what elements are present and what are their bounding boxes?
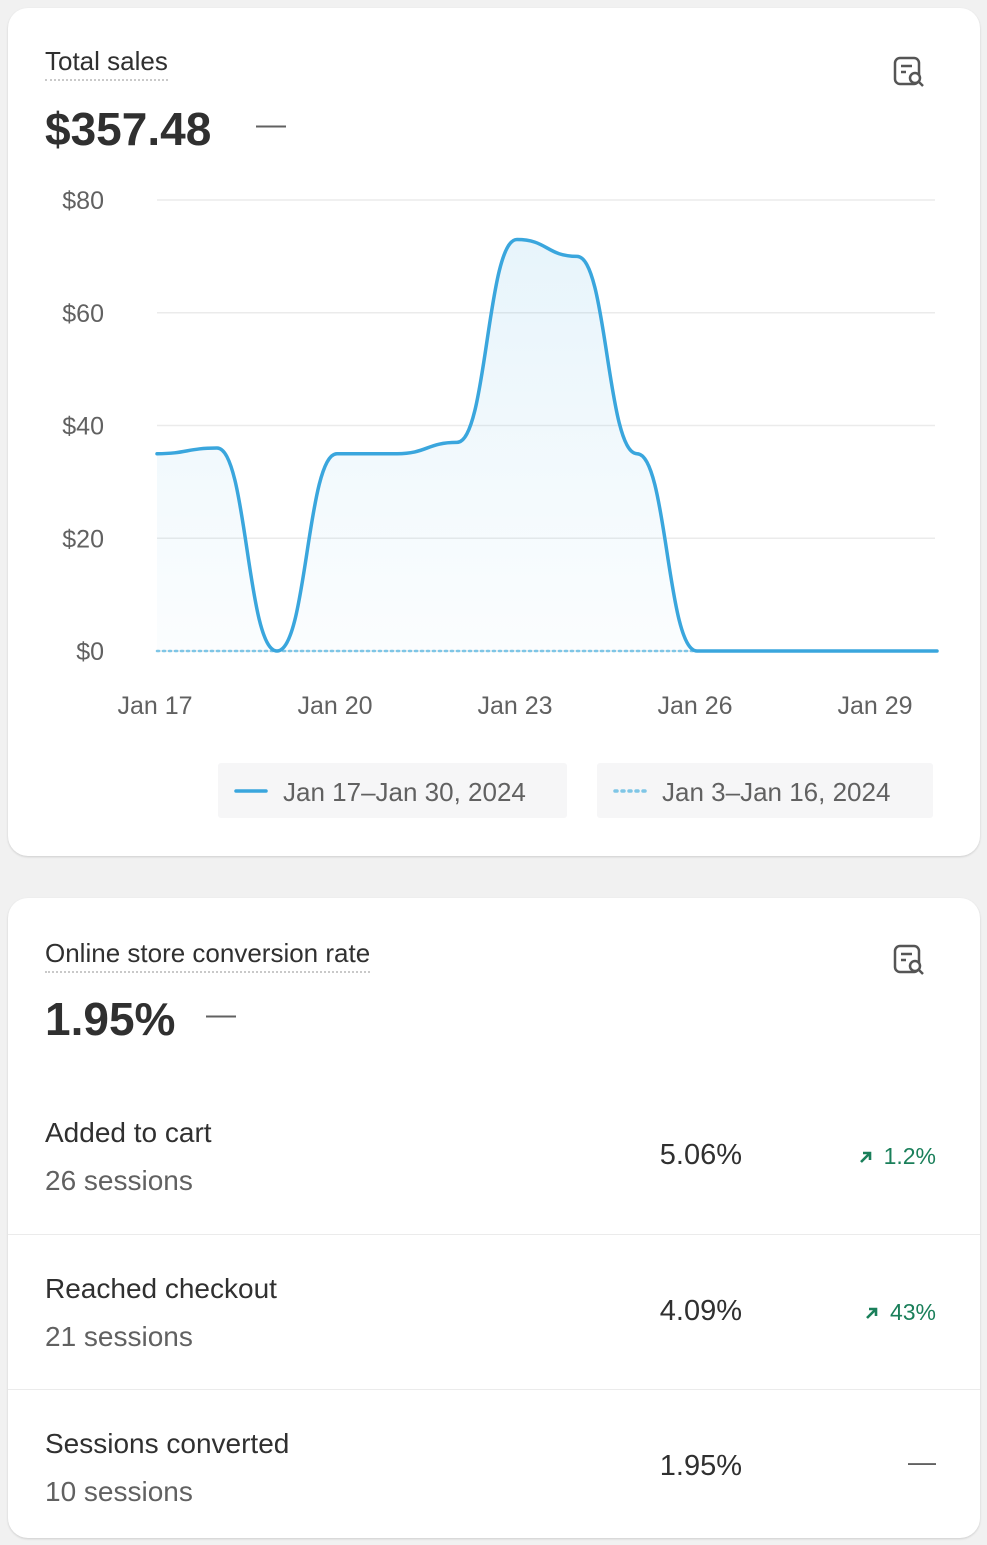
- row-rate: 4.09%: [659, 1295, 742, 1327]
- explore-icon[interactable]: [892, 54, 928, 90]
- total-value: $357.48: [45, 103, 212, 155]
- up-arrow: [859, 1151, 871, 1163]
- y-tick-label: $60: [62, 300, 104, 328]
- row-label: Sessions converted: [45, 1428, 290, 1459]
- row-change: 1.2%: [859, 1143, 936, 1170]
- legend-label: Jan 17–Jan 30, 2024: [283, 777, 526, 807]
- row-sessions: 10 sessions: [45, 1476, 193, 1507]
- x-tick-label: Jan 26: [657, 692, 732, 720]
- x-tick-label: Jan 23: [477, 692, 552, 720]
- area: [157, 239, 937, 651]
- row-label: Reached checkout: [45, 1273, 277, 1304]
- card-title[interactable]: Total sales: [45, 46, 168, 81]
- legend-label: Jan 3–Jan 16, 2024: [662, 777, 890, 807]
- conversion-card: Online store conversion rate 1.95% — Add…: [8, 898, 980, 1538]
- card-title[interactable]: Online store conversion rate: [45, 938, 371, 973]
- row-label: Added to cart: [45, 1117, 212, 1148]
- row-sessions: 26 sessions: [45, 1165, 193, 1196]
- row-rate: 1.95%: [659, 1450, 742, 1482]
- series-line: [155, 237, 939, 653]
- funnel-row: Added to cart 26 sessions 5.06% 1.2%: [8, 1079, 980, 1234]
- funnel-row: Sessions converted 10 sessions 1.95% —: [8, 1389, 980, 1545]
- up-arrow: [866, 1307, 878, 1319]
- y-tick-label: $20: [62, 525, 104, 553]
- row-rate: 5.06%: [659, 1139, 742, 1171]
- conversion-value: 1.95%: [45, 993, 176, 1045]
- row-sessions: 21 sessions: [45, 1321, 193, 1352]
- chart: $0 $20 $40 $60 $80 Jan 17 Jan 20 Jan 23 Jan 26 Ja…: [62, 187, 939, 818]
- explore-icon[interactable]: [892, 942, 928, 978]
- comparison: —: [256, 108, 286, 141]
- legend-item[interactable]: [218, 763, 567, 818]
- row-change: 43%: [866, 1299, 936, 1326]
- y-tick-label: $0: [76, 638, 104, 666]
- comparison: —: [206, 998, 236, 1031]
- x-tick-label: Jan 20: [297, 692, 372, 720]
- x-tick-label: Jan 29: [837, 692, 912, 720]
- row-change-none: —: [908, 1446, 936, 1477]
- x-tick-label: Jan 17: [117, 692, 192, 720]
- funnel-row: Reached checkout 21 sessions 4.09% 43%: [8, 1234, 980, 1390]
- legend-item[interactable]: [597, 763, 933, 818]
- y-tick-label: $80: [62, 187, 104, 215]
- y-tick-label: $40: [62, 413, 104, 441]
